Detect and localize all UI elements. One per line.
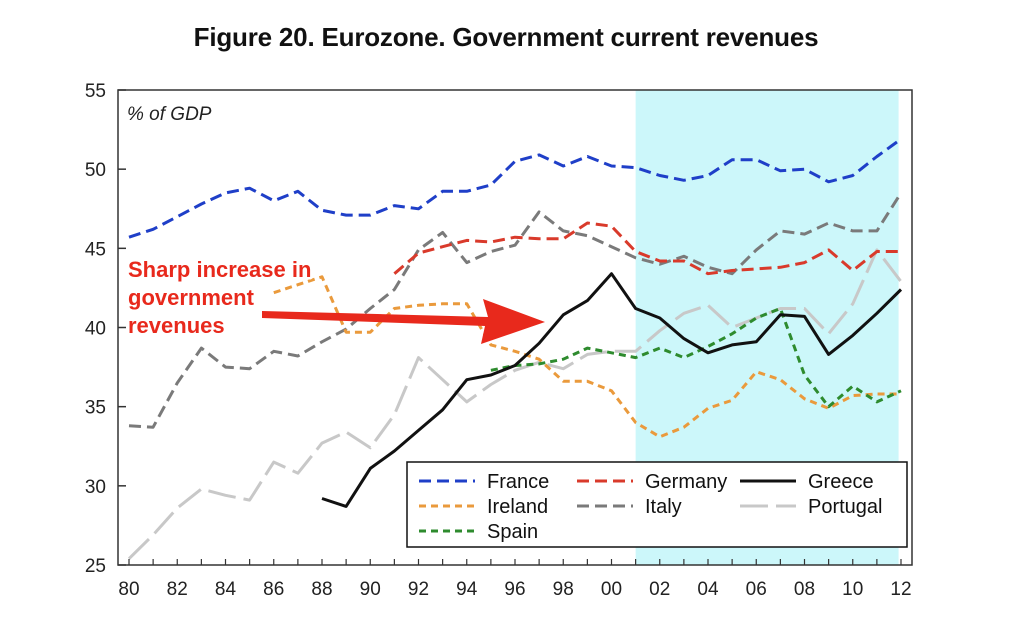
x-tick-label: 84 — [215, 579, 237, 600]
y-tick-label: 45 — [85, 239, 106, 260]
y-tick-label: 35 — [85, 398, 106, 419]
series-line-greece — [321, 272, 903, 508]
legend-box — [406, 461, 908, 548]
y-tick-label: 55 — [85, 81, 106, 102]
legend-label-germany: Germany — [645, 471, 727, 493]
series-layer — [127, 137, 903, 560]
x-tick-label: 04 — [697, 579, 719, 600]
x-tick-label: 82 — [167, 579, 188, 600]
annotation-arrow — [262, 299, 545, 344]
annotation: Sharp increase in government revenues — [126, 255, 545, 344]
x-tick-label: 10 — [842, 579, 863, 600]
x-tick-label: 96 — [504, 579, 525, 600]
legend-label-greece: Greece — [808, 471, 874, 493]
y-axis: 25 30 35 40 45 50 55 — [85, 81, 126, 577]
legend: France Germany Greece Ireland Italy Portugal S… — [406, 461, 908, 548]
unit-label: % of GDP — [127, 104, 212, 125]
x-tick-label: 00 — [601, 579, 622, 600]
legend-label-portugal: Portugal — [808, 496, 883, 518]
x-tick-label: 90 — [360, 579, 381, 600]
x-tick-label: 08 — [794, 579, 815, 600]
series-line-italy — [128, 192, 903, 429]
x-tick-label: 88 — [311, 579, 332, 600]
y-tick-label: 50 — [85, 160, 106, 181]
annotation-line-1: Sharp increase in — [128, 257, 311, 282]
x-tick-label: 06 — [746, 579, 767, 600]
x-tick-label: 98 — [553, 579, 574, 600]
series-line-ireland — [273, 275, 901, 439]
x-tick-label: 92 — [408, 579, 429, 600]
x-tick-label: 86 — [263, 579, 284, 600]
y-tick-label: 40 — [85, 319, 106, 340]
series-line-germany — [393, 221, 901, 276]
x-tick-label: 12 — [890, 579, 911, 600]
x-axis: 80 82 84 86 88 90 92 94 96 98 00 02 04 06 08 10 12 — [118, 559, 912, 600]
series-line-spain — [490, 307, 902, 409]
x-tick-label: 80 — [118, 579, 139, 600]
x-tick-label: 02 — [649, 579, 670, 600]
annotation-line-3: revenues — [128, 313, 225, 338]
legend-label-italy: Italy — [645, 496, 682, 518]
y-tick-label: 30 — [85, 477, 106, 498]
x-tick-label: 94 — [456, 579, 478, 600]
legend-label-ireland: Ireland — [487, 496, 548, 518]
chart-title: Figure 20. Eurozone. Government current … — [193, 22, 819, 52]
y-tick-label: 25 — [85, 556, 106, 577]
legend-label-spain: Spain — [487, 521, 538, 543]
legend-label-france: France — [487, 471, 549, 493]
annotation-line-2: government — [128, 285, 255, 310]
